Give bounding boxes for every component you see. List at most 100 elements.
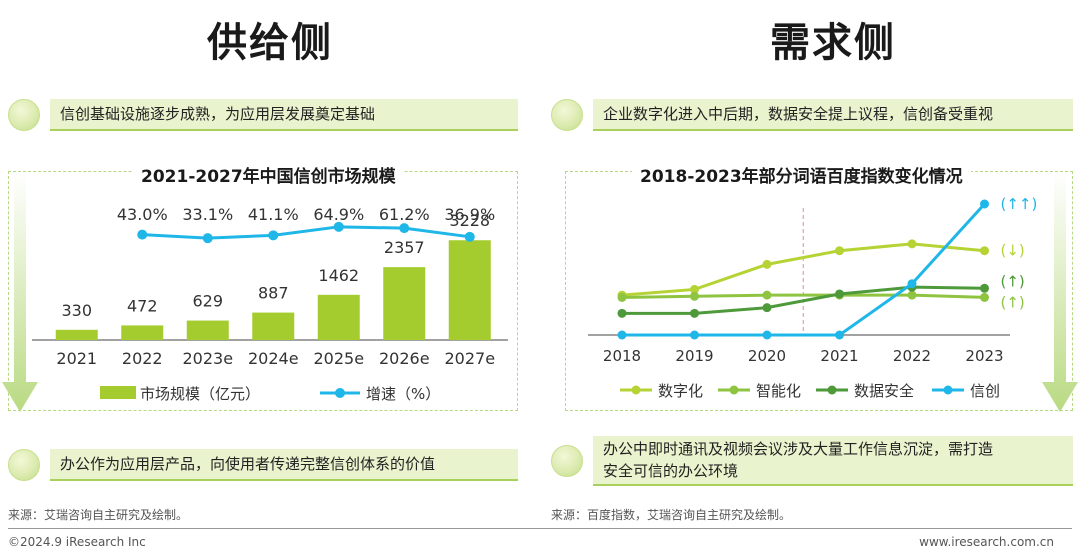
series-point bbox=[690, 308, 699, 318]
bar-2024e bbox=[252, 312, 295, 340]
growth-point bbox=[137, 229, 148, 240]
demand-bottom-note-line1: 办公中即时通讯及视频会议涉及大量工作信息沉淀，需打造 bbox=[603, 440, 994, 458]
down-arrow-icon bbox=[2, 172, 38, 412]
bar-value-label: 629 bbox=[192, 292, 223, 311]
growth-point bbox=[399, 223, 410, 234]
series-trend-label: (↑↑) bbox=[1001, 195, 1038, 213]
legend-bar-label: 市场规模（亿元） bbox=[140, 385, 260, 403]
series-point bbox=[690, 284, 699, 294]
series-line-1 bbox=[621, 293, 985, 299]
series-point bbox=[980, 283, 989, 293]
bar-2023e bbox=[186, 320, 229, 340]
growth-label: 33.1% bbox=[182, 205, 233, 224]
down-arrow-icon bbox=[1042, 172, 1078, 412]
x-tick-label: 2022 bbox=[122, 349, 163, 368]
copyright: ©2024.9 iResearch Inc bbox=[8, 535, 146, 549]
x-tick-label: 2021 bbox=[820, 347, 858, 365]
series-point bbox=[835, 246, 844, 256]
series-line-2 bbox=[622, 285, 985, 315]
growth-label: 36.9% bbox=[444, 205, 495, 224]
bar-value-label: 887 bbox=[258, 284, 289, 303]
x-tick-label: 2024e bbox=[248, 349, 299, 368]
series-point bbox=[835, 289, 844, 299]
supply-bottom-note-text: 办公作为应用层产品，向使用者传递完整信创体系的价值 bbox=[50, 449, 518, 481]
bar-2022 bbox=[121, 325, 164, 340]
series-line-3 bbox=[622, 202, 986, 337]
growth-point bbox=[464, 231, 475, 242]
growth-label: 64.9% bbox=[313, 205, 364, 224]
legend-marker bbox=[943, 385, 953, 395]
bullet-circle-icon bbox=[551, 99, 583, 131]
series-point bbox=[690, 330, 699, 340]
supply-source: 来源：艾瑞咨询自主研究及绘制。 bbox=[8, 508, 189, 522]
series-point bbox=[907, 239, 917, 249]
legend-line-marker bbox=[335, 388, 345, 398]
x-tick-label: 2023e bbox=[182, 349, 233, 368]
series-point bbox=[617, 292, 627, 302]
demand-bottom-note-line2: 安全可信的办公环境 bbox=[603, 462, 739, 480]
series-point bbox=[907, 279, 917, 289]
series-trend-label: (↑) bbox=[1001, 293, 1025, 311]
market-size-chart: 330 2021 472 2022 629 2023e 887 2024e 1462 2025e 2… bbox=[32, 205, 508, 403]
x-tick-label: 2026e bbox=[379, 349, 430, 368]
demand-top-note-text: 企业数字化进入中后期，数据安全提上议程，信创备受重视 bbox=[593, 99, 1073, 131]
demand-bottom-note-text: 办公中即时通讯及视频会议涉及大量工作信息沉淀，需打造 安全可信的办公环境 bbox=[593, 436, 1073, 486]
footer-divider bbox=[8, 528, 1072, 529]
growth-point bbox=[333, 221, 344, 232]
website-link[interactable]: www.iresearch.com.cn bbox=[919, 535, 1054, 549]
demand-source: 来源：百度指数，艾瑞咨询自主研究及绘制。 bbox=[551, 508, 792, 522]
supply-bottom-note: 办公作为应用层产品，向使用者传递完整信创体系的价值 bbox=[8, 449, 518, 481]
legend-bar-swatch bbox=[100, 386, 136, 399]
x-tick-label: 2019 bbox=[675, 347, 713, 365]
bar-value-label: 330 bbox=[61, 301, 92, 320]
x-tick-label: 2020 bbox=[748, 347, 786, 365]
growth-label: 61.2% bbox=[379, 205, 430, 224]
series-point bbox=[835, 330, 844, 340]
series-point bbox=[617, 330, 627, 340]
series-point bbox=[762, 303, 772, 313]
supply-top-note: 信创基础设施逐步成熟，为应用层发展奠定基础 bbox=[8, 99, 518, 131]
x-tick-label: 2021 bbox=[56, 349, 97, 368]
supply-side-heading: 供给侧 bbox=[207, 20, 333, 66]
legend-line-label: 增速（%） bbox=[366, 385, 440, 403]
bar-2025e bbox=[317, 294, 360, 340]
baidu-index-chart-title: 2018-2023年部分词语百度指数变化情况 bbox=[632, 162, 971, 187]
bar-2026e bbox=[383, 267, 426, 340]
growth-point bbox=[268, 230, 279, 241]
series-point bbox=[980, 199, 989, 209]
x-tick-label: 2025e bbox=[313, 349, 364, 368]
series-trend-label: (↑) bbox=[1001, 272, 1025, 290]
series-point bbox=[762, 330, 772, 340]
growth-label: 41.1% bbox=[248, 205, 299, 224]
legend-label: 信创 bbox=[970, 382, 1000, 400]
legend-marker bbox=[827, 385, 837, 395]
bar-value-label: 472 bbox=[127, 296, 158, 315]
x-tick-label: 2023 bbox=[965, 347, 1003, 365]
bullet-circle-icon bbox=[551, 445, 583, 477]
series-point bbox=[907, 290, 917, 300]
market-size-chart-title: 2021-2027年中国信创市场规模 bbox=[133, 162, 404, 187]
bar-2027e bbox=[448, 240, 491, 340]
series-point bbox=[980, 246, 989, 256]
baidu-index-chart: 2018 2019 2020 2021 2022 2023 (↓) (↑) (↑) (↑↑) 数字化… bbox=[588, 195, 1038, 400]
demand-side-heading: 需求侧 bbox=[770, 20, 896, 66]
x-tick-label: 2027e bbox=[444, 349, 495, 368]
series-point bbox=[980, 292, 989, 302]
growth-line bbox=[142, 225, 470, 240]
bullet-circle-icon bbox=[8, 99, 40, 131]
demand-bottom-note: 办公中即时通讯及视频会议涉及大量工作信息沉淀，需打造 安全可信的办公环境 bbox=[551, 436, 1073, 486]
growth-label: 43.0% bbox=[117, 205, 168, 224]
legend-marker bbox=[729, 385, 739, 395]
bar-value-label: 1462 bbox=[318, 266, 359, 285]
series-trend-label: (↓) bbox=[1001, 242, 1025, 260]
bar-value-label: 2357 bbox=[384, 238, 425, 257]
demand-top-note: 企业数字化进入中后期，数据安全提上议程，信创备受重视 bbox=[551, 99, 1073, 131]
legend-label: 数据安全 bbox=[854, 382, 914, 400]
series-point bbox=[690, 291, 699, 301]
bar-2021 bbox=[55, 329, 98, 340]
bar-value-label: 3228 bbox=[449, 211, 490, 230]
legend-marker bbox=[631, 385, 641, 395]
legend-label: 智能化 bbox=[756, 382, 801, 400]
series-point bbox=[762, 259, 772, 269]
legend-label: 数字化 bbox=[658, 382, 703, 400]
